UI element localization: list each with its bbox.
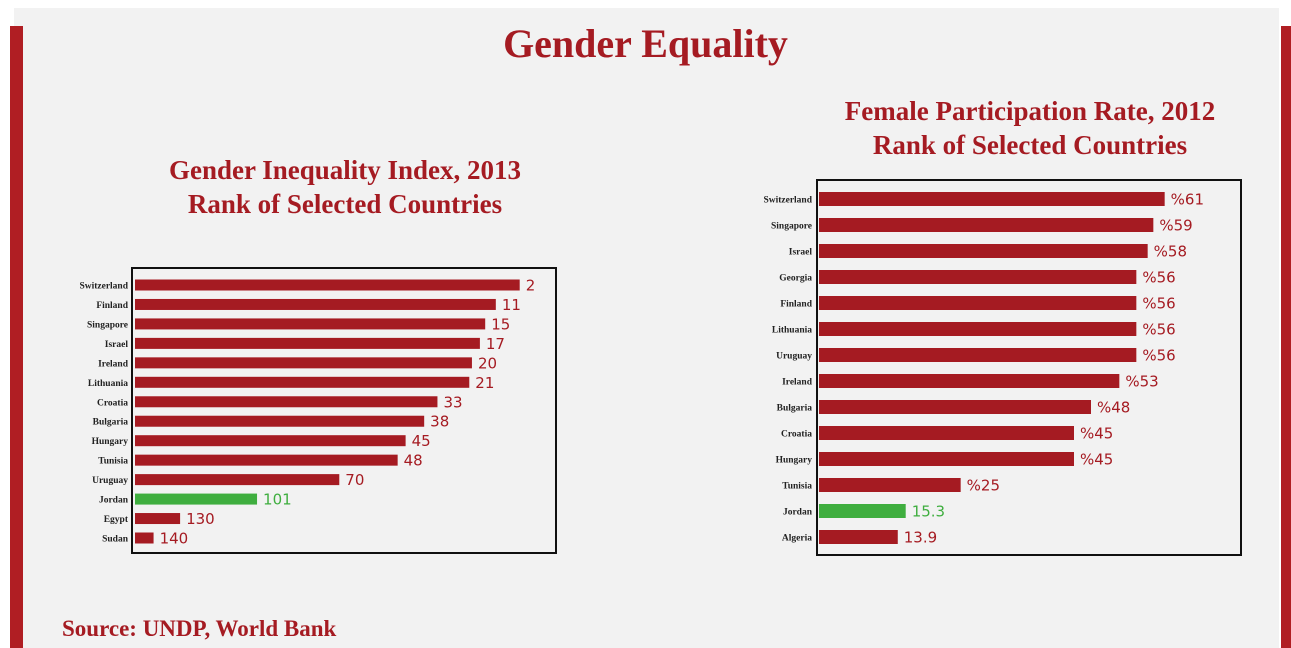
bar-hungary xyxy=(819,452,1074,466)
value-label-algeria: 13.9 xyxy=(904,529,937,547)
value-label-tunisia: %25 xyxy=(967,477,1000,495)
bar-georgia xyxy=(819,270,1137,284)
chart-title-gender-inequality: Gender Inequality Index, 2013 Rank of Se… xyxy=(95,153,595,221)
bar-ireland xyxy=(135,357,472,369)
value-label-israel: 17 xyxy=(486,335,505,353)
bar-israel xyxy=(819,244,1148,258)
value-label-switzerland: 2 xyxy=(526,277,536,295)
bar-jordan xyxy=(819,504,906,518)
category-label-israel: Israel xyxy=(105,340,129,350)
right-accent-bar xyxy=(1281,26,1291,648)
bar-ireland xyxy=(819,374,1120,388)
bar-switzerland xyxy=(135,279,520,291)
bar-finland xyxy=(135,298,496,310)
category-label-hungary: Hungary xyxy=(92,437,129,447)
category-label-bulgaria: Bulgaria xyxy=(93,418,129,428)
value-label-singapore: 15 xyxy=(491,315,510,333)
value-label-hungary: %45 xyxy=(1080,451,1113,469)
chart-title-line-2: Rank of Selected Countries xyxy=(872,130,1188,160)
value-label-lithuania: 21 xyxy=(475,374,494,392)
source-note: Source: UNDP, World Bank xyxy=(62,616,337,641)
value-label-israel: %58 xyxy=(1154,243,1187,261)
bar-singapore xyxy=(819,218,1154,232)
bar-lithuania xyxy=(135,376,470,388)
bar-tunisia xyxy=(135,454,398,466)
value-label-switzerland: %61 xyxy=(1171,191,1204,209)
value-label-egypt: 130 xyxy=(186,510,215,528)
category-label-croatia: Croatia xyxy=(97,398,128,408)
category-label-singapore: Singapore xyxy=(87,320,128,330)
category-label-egypt: Egypt xyxy=(104,515,129,525)
bar-lithuania xyxy=(819,322,1137,336)
bar-croatia xyxy=(135,396,438,408)
chart-title-line-2: Rank of Selected Countries xyxy=(187,189,503,219)
bar-tunisia xyxy=(819,478,961,492)
chart-frame-gii xyxy=(131,267,557,554)
page-title: Gender Equality xyxy=(503,21,788,66)
value-label-ireland: 20 xyxy=(478,354,497,372)
value-label-croatia: 33 xyxy=(443,393,462,411)
value-label-jordan: 101 xyxy=(263,491,292,509)
value-label-uruguay: 70 xyxy=(345,471,364,489)
category-label-georgia: Georgia xyxy=(779,274,812,284)
bar-uruguay xyxy=(135,474,340,486)
chart-title-female-participation: Female Participation Rate, 2012 Rank of … xyxy=(775,94,1285,162)
chart-title-line-1: Gender Inequality Index, 2013 xyxy=(168,155,522,185)
category-label-tunisia: Tunisia xyxy=(98,457,128,467)
category-label-hungary: Hungary xyxy=(776,456,813,466)
bar-egypt xyxy=(135,513,181,525)
category-label-singapore: Singapore xyxy=(771,222,812,232)
bar-israel xyxy=(135,337,480,349)
bar-finland xyxy=(819,296,1137,310)
bar-croatia xyxy=(819,426,1074,440)
category-label-uruguay: Uruguay xyxy=(776,352,812,362)
category-label-tunisia: Tunisia xyxy=(782,482,812,492)
value-label-singapore: %59 xyxy=(1159,217,1192,235)
chart-title-line-1: Female Participation Rate, 2012 xyxy=(844,96,1216,126)
bar-uruguay xyxy=(819,348,1137,362)
bar-bulgaria xyxy=(135,415,425,427)
category-label-finland: Finland xyxy=(96,301,128,311)
category-label-ireland: Ireland xyxy=(98,359,129,369)
category-label-bulgaria: Bulgaria xyxy=(777,404,813,414)
chart-frame-fpr xyxy=(816,179,1242,556)
category-label-uruguay: Uruguay xyxy=(92,476,128,486)
value-label-bulgaria: 38 xyxy=(430,413,449,431)
value-label-finland: 11 xyxy=(502,296,521,314)
value-label-georgia: %56 xyxy=(1142,269,1175,287)
value-label-lithuania: %56 xyxy=(1142,321,1175,339)
category-label-jordan: Jordan xyxy=(783,508,813,518)
value-label-croatia: %45 xyxy=(1080,425,1113,443)
category-label-switzerland: Switzerland xyxy=(79,282,128,292)
category-label-ireland: Ireland xyxy=(782,378,813,388)
bar-bulgaria xyxy=(819,400,1091,414)
value-label-bulgaria: %48 xyxy=(1097,399,1130,417)
value-label-finland: %56 xyxy=(1142,295,1175,313)
value-label-tunisia: 48 xyxy=(404,452,423,470)
value-label-sudan: 140 xyxy=(160,530,189,548)
category-label-israel: Israel xyxy=(789,248,813,258)
value-label-uruguay: %56 xyxy=(1142,347,1175,365)
value-label-ireland: %53 xyxy=(1125,373,1158,391)
category-label-jordan: Jordan xyxy=(99,496,129,506)
bar-switzerland xyxy=(819,192,1165,206)
category-label-croatia: Croatia xyxy=(781,430,812,440)
bar-hungary xyxy=(135,435,406,447)
left-accent-bar xyxy=(10,26,23,648)
bar-sudan xyxy=(135,532,154,544)
category-label-sudan: Sudan xyxy=(102,535,129,545)
category-label-finland: Finland xyxy=(780,300,812,310)
bar-jordan xyxy=(135,493,258,505)
value-label-jordan: 15.3 xyxy=(912,503,945,521)
bar-singapore xyxy=(135,318,486,330)
value-label-hungary: 45 xyxy=(412,432,431,450)
category-label-lithuania: Lithuania xyxy=(772,326,812,336)
category-label-switzerland: Switzerland xyxy=(763,196,812,206)
category-label-algeria: Algeria xyxy=(782,534,812,544)
bar-algeria xyxy=(819,530,898,544)
category-label-lithuania: Lithuania xyxy=(88,379,128,389)
